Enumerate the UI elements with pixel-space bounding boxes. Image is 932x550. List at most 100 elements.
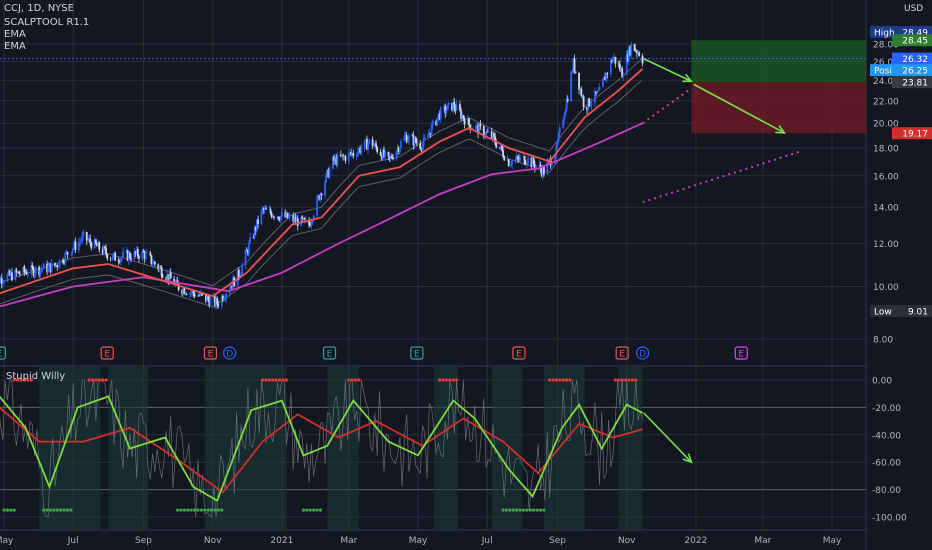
forecast-arrow-head (775, 125, 786, 134)
earnings-marker[interactable]: E (322, 346, 337, 360)
candle-body (625, 54, 628, 75)
candle-body (185, 294, 188, 295)
candle-body (15, 269, 18, 273)
symbol-title[interactable]: CCJ, 1D, NYSE (4, 3, 74, 14)
candle-body (367, 143, 369, 150)
candle-body (343, 156, 346, 157)
candle-body (371, 139, 374, 147)
candle-body (311, 220, 314, 223)
candle-body (558, 127, 561, 134)
candle-body (149, 252, 152, 256)
time-axis[interactable]: May Jul Sep Nov 2021 Mar May Jul Sep Nov 2022 Mar Ma… (0, 536, 842, 546)
earnings-marker[interactable]: E (410, 346, 424, 360)
candle-body (535, 165, 537, 169)
price-label-badge (870, 64, 932, 77)
marker-label: E (208, 350, 214, 360)
candle-body (372, 145, 375, 147)
candle-body (543, 167, 545, 175)
marker-label: E (104, 350, 110, 360)
time-tick-label: May (0, 536, 14, 546)
candle-body (557, 133, 560, 142)
candle-body (499, 145, 502, 149)
signal-shade (618, 367, 643, 529)
overbought-dot (558, 378, 562, 382)
candle-body (636, 51, 638, 54)
oversold-dot (213, 508, 217, 512)
candle-body (347, 152, 350, 161)
candle-body (335, 157, 338, 165)
candle-body (93, 239, 96, 249)
study-ema-label-2[interactable]: EMA (4, 41, 26, 52)
candle-body (80, 240, 83, 242)
candle-body (549, 158, 552, 166)
earnings-marker[interactable]: E (615, 346, 629, 360)
candle-body (563, 115, 566, 120)
indicator-title[interactable]: Stupid Willy (6, 371, 66, 382)
candle-body (415, 142, 418, 144)
overbought-dot (554, 378, 558, 382)
marker-label: E (414, 350, 420, 360)
dividend-marker[interactable]: D (635, 346, 650, 360)
candle-body (400, 141, 402, 148)
dividend-marker[interactable]: D (223, 346, 237, 360)
candle-body (46, 263, 49, 272)
candle-body (192, 290, 195, 294)
candle-body (430, 124, 433, 136)
candle-body (245, 250, 248, 252)
candle-body (284, 212, 287, 218)
candle-body (216, 298, 219, 305)
oversold-dot (199, 508, 203, 512)
candle-body (459, 104, 461, 111)
candle-body (237, 269, 240, 278)
candle-body (236, 269, 239, 286)
candle-body (151, 263, 154, 265)
earnings-marker[interactable]: E (203, 346, 218, 360)
ema-fast-line (0, 68, 644, 298)
time-tick-label: Mar (340, 536, 357, 546)
earnings-marker[interactable]: E (512, 346, 526, 360)
candle-body (435, 120, 438, 126)
candle-body (530, 157, 533, 167)
candle-body (135, 249, 138, 254)
candle-body (317, 195, 320, 198)
study-scalptool-label[interactable]: SCALPTOOL R1.1 (4, 17, 90, 28)
earnings-marker[interactable]: E (100, 346, 114, 360)
candle-body (628, 47, 630, 62)
earnings-marker[interactable]: E (734, 346, 748, 360)
candle-body (595, 91, 597, 94)
candle-body (222, 295, 224, 301)
price-label-value: 23.81 (902, 79, 928, 89)
candle-body (613, 56, 616, 58)
candle-body (271, 216, 274, 218)
indicator-tick-label: -80.00 (872, 486, 901, 496)
candle-body (339, 154, 342, 157)
price-label-value: 28.49 (902, 28, 928, 38)
candle-body (527, 157, 529, 164)
candle-body (445, 110, 448, 114)
candle-body (506, 159, 509, 161)
candle-body (540, 169, 543, 176)
overbought-dot (437, 378, 442, 382)
candle-body (324, 182, 326, 196)
candle-body (144, 252, 147, 259)
price-label-badge (892, 52, 932, 65)
candle-body (136, 249, 139, 257)
candle-body (359, 147, 362, 153)
overbought-dot (26, 378, 30, 382)
study-ema-label[interactable]: EMA (4, 29, 26, 40)
price-axis[interactable]: 8.0010.0012.0014.0016.0018.0020.0022.002… (867, 0, 932, 550)
price-label-value: 26.32 (902, 55, 928, 65)
signal-shade (327, 367, 360, 529)
price-tick-label: 26.00 (873, 58, 899, 68)
candle-body (467, 118, 469, 125)
candle-body (177, 284, 180, 290)
overbought-dot (454, 378, 459, 382)
indicator-tick-label: -40.00 (872, 431, 901, 441)
earnings-marker[interactable]: E (0, 346, 7, 360)
oversold-dot (532, 508, 536, 512)
candle-body (111, 254, 114, 259)
earnings-markers[interactable]: EEEDEEEEDE (0, 346, 748, 360)
candle-body (18, 273, 21, 275)
candle-body (380, 155, 383, 160)
